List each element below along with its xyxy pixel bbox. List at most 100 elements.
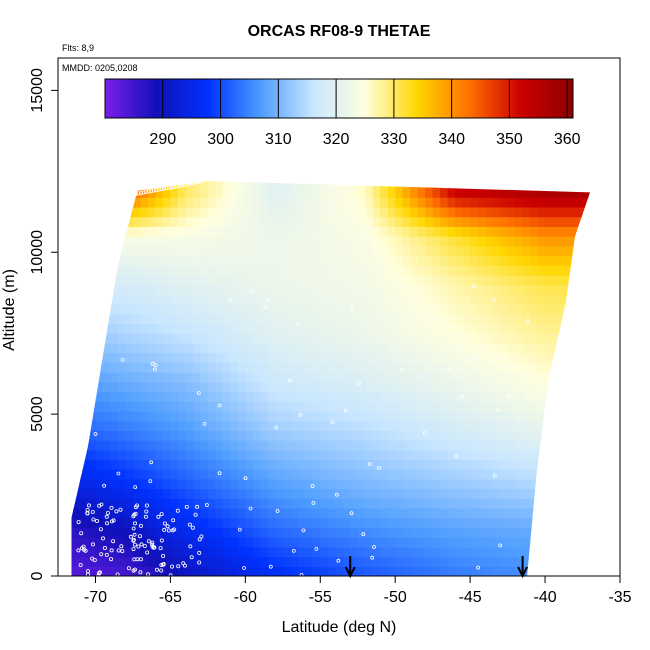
field-cell — [552, 342, 561, 354]
field-cell — [582, 255, 591, 266]
field-cell — [492, 498, 501, 509]
field-cell — [500, 206, 509, 218]
colorbar-segment — [393, 79, 398, 118]
field-cell — [95, 420, 104, 431]
field-cell — [462, 391, 471, 402]
field-cell — [222, 546, 231, 558]
field-cell — [365, 352, 374, 363]
field-cell — [335, 381, 344, 393]
field-cell — [432, 381, 441, 393]
field-cell — [237, 362, 246, 373]
sample-point — [161, 186, 166, 191]
field-cell — [252, 216, 261, 227]
field-cell — [492, 508, 501, 519]
field-cell — [342, 187, 351, 198]
field-cell — [147, 459, 157, 470]
field-cell — [440, 410, 449, 422]
field-cell — [267, 391, 276, 402]
field-cell — [567, 265, 576, 276]
field-cell — [515, 372, 524, 383]
colorbar-segment — [526, 79, 531, 118]
field-cell — [230, 459, 239, 470]
field-cell — [162, 459, 171, 470]
field-cell — [237, 294, 246, 305]
field-cell — [492, 352, 501, 363]
field-cell — [185, 255, 194, 266]
field-cell — [567, 459, 576, 470]
sample-point — [367, 462, 372, 466]
field-cell — [140, 304, 149, 315]
field-cell — [192, 449, 201, 461]
field-cell — [267, 372, 276, 383]
field-cell — [582, 566, 591, 576]
field-cell — [222, 517, 231, 529]
field-cell — [417, 265, 426, 276]
field-cell — [485, 537, 494, 548]
field-cell — [102, 216, 112, 227]
field-cell — [132, 449, 142, 461]
field-cell — [71, 488, 74, 499]
field-cell — [155, 181, 164, 189]
field-cell — [297, 459, 306, 470]
field-cell — [447, 236, 456, 247]
field-cell — [530, 517, 539, 529]
field-cell — [552, 274, 561, 286]
field-cell — [522, 352, 531, 363]
field-cell — [350, 323, 359, 334]
colorbar-segment — [258, 79, 262, 118]
field-cell — [185, 362, 194, 373]
field-cell — [147, 430, 157, 441]
field-cell — [567, 440, 576, 451]
field-cell — [582, 420, 591, 431]
field-cell — [522, 430, 531, 441]
field-cell — [177, 352, 186, 363]
field-cell — [177, 294, 186, 305]
field-cell — [462, 197, 471, 208]
field-cell — [155, 391, 164, 402]
field-cell — [417, 226, 426, 237]
field-cell — [485, 342, 494, 354]
field-cell — [185, 498, 194, 509]
field-cell — [590, 207, 598, 217]
field-cell — [140, 478, 149, 490]
field-cell — [477, 517, 486, 529]
field-cell — [215, 498, 224, 509]
colorbar-segment — [535, 79, 539, 118]
field-cell — [342, 313, 351, 325]
field-cell — [200, 527, 209, 538]
field-cell — [582, 352, 591, 363]
field-cell — [282, 410, 291, 422]
field-cell — [222, 420, 231, 431]
field-cell — [282, 508, 291, 519]
field-cell — [447, 381, 456, 393]
field-cell — [140, 498, 149, 509]
field-cell — [125, 304, 134, 315]
field-cell — [320, 265, 329, 276]
field-cell — [290, 187, 299, 198]
field-cell — [132, 556, 142, 567]
field-cell — [275, 352, 284, 363]
field-cell — [117, 255, 127, 266]
field-cell — [530, 294, 539, 305]
field-cell — [207, 498, 216, 509]
field-cell — [417, 498, 426, 509]
field-cell — [440, 372, 449, 383]
field-cell — [245, 469, 254, 480]
field-cell — [320, 381, 329, 393]
field-cell — [297, 508, 306, 519]
field-cell — [222, 527, 231, 538]
field-cell — [485, 449, 494, 461]
field-cell — [425, 537, 434, 548]
field-cell — [582, 362, 591, 373]
field-cell — [447, 226, 456, 237]
field-cell — [462, 420, 471, 431]
field-cell — [507, 508, 516, 519]
field-cell — [282, 236, 291, 247]
field-cell — [342, 537, 351, 548]
field-cell — [215, 216, 224, 227]
field-cell — [387, 556, 396, 567]
field-cell — [410, 537, 419, 548]
sample-point — [525, 319, 530, 324]
field-cell — [110, 216, 119, 227]
field-cell — [222, 236, 231, 247]
